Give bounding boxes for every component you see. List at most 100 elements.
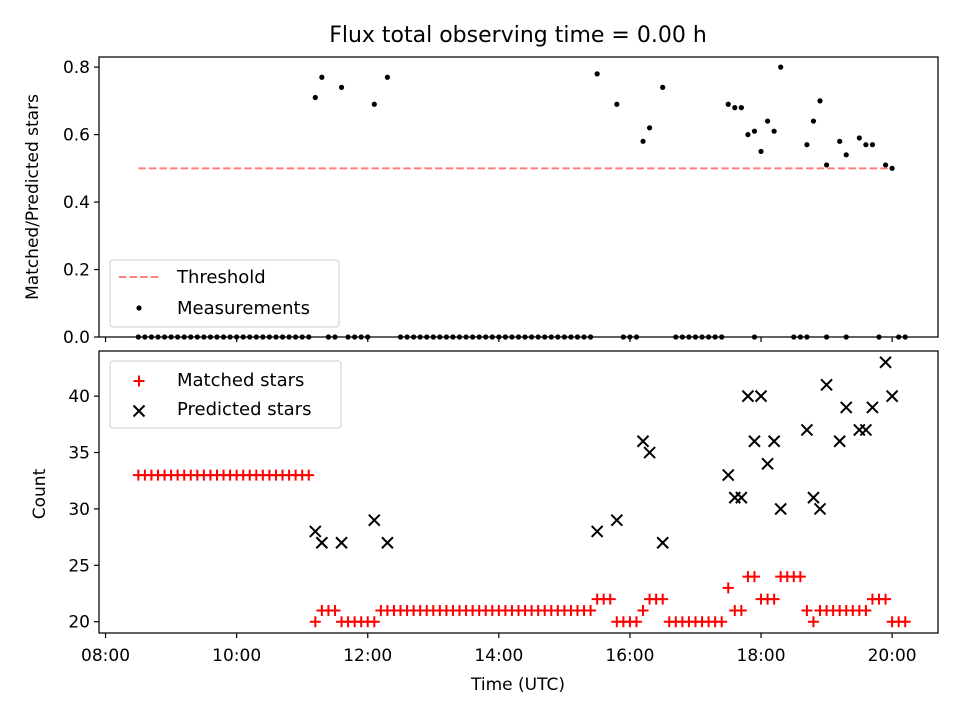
matched-star-marker (880, 593, 892, 605)
matched-star-marker (637, 604, 649, 616)
bottom-y-tick-label: 25 (68, 556, 90, 576)
bottom-y-axis-label: Count (30, 468, 50, 519)
top-y-tick-label: 0.8 (63, 58, 90, 78)
predicted-star-marker (381, 536, 394, 549)
bottom-legend-box (109, 360, 342, 429)
predicted-star-marker (833, 435, 846, 448)
matched-star-marker (716, 616, 728, 628)
bottom-axes-frame (98, 350, 939, 634)
legend-matched-swatch (133, 375, 145, 387)
predicted-star-marker (315, 536, 329, 549)
bottom-x-tick-label: 12:00 (343, 646, 392, 666)
predicted-star-marker (813, 502, 827, 516)
bottom-x-tick-label: 10:00 (212, 646, 261, 666)
matched-star-marker (899, 616, 911, 628)
matched-star-marker (722, 582, 734, 594)
bottom-x-tick-label: 16:00 (605, 646, 654, 666)
measurement-point (384, 74, 391, 80)
matched-star-marker (368, 616, 380, 628)
matched-star-marker (604, 593, 616, 605)
measurement-point (764, 118, 771, 124)
predicted-star-marker (636, 435, 650, 448)
predicted-star-marker (840, 401, 853, 414)
predicted-star-marker (722, 468, 735, 482)
matched-star-marker (735, 604, 747, 616)
measurement-point (312, 94, 318, 101)
measurement-point (823, 162, 830, 168)
measurement-point (338, 84, 345, 90)
measurement-point (889, 165, 895, 171)
predicted-star-marker (859, 423, 873, 437)
predicted-star-marker (643, 446, 656, 459)
bottom-y-axis: 20 25 30 35 40 (68, 387, 99, 633)
top-plot-area (135, 64, 908, 340)
predicted-star-marker (335, 536, 348, 549)
predicted-star-marker (774, 502, 787, 516)
predicted-star-marker (741, 389, 755, 403)
top-y-tick-label: 0.2 (63, 261, 90, 281)
measurement-point (319, 74, 325, 80)
measurement-point (646, 125, 653, 131)
top-legend: Threshold Measurements (109, 259, 340, 328)
matched-star-marker (768, 593, 780, 605)
measurement-point (725, 101, 731, 107)
top-axes-frame (98, 56, 939, 338)
matched-star-marker (801, 604, 813, 616)
matched-star-marker (630, 616, 642, 628)
top-y-tick-label: 0.6 (63, 126, 90, 146)
measurement-point (371, 101, 377, 107)
measurement-point (738, 105, 744, 111)
predicted-star-marker (368, 513, 381, 527)
top-y-axis: 0.0 0.2 0.4 0.6 0.8 (63, 58, 99, 348)
bottom-plot-area (132, 356, 911, 628)
top-panel: 0.00.20.40.60.8 Matched/Predicted stars … (23, 56, 939, 348)
bottom-x-axis: 08:00 10:00 12:00 14:00 16:00 18:00 20:00 (81, 633, 917, 666)
matched-star-marker (309, 616, 321, 628)
matched-star-marker (329, 604, 341, 616)
matched-star-marker (794, 571, 806, 583)
bottom-x-tick-label: 18:00 (737, 646, 786, 666)
predicted-star-marker (610, 513, 624, 527)
bottom-legend: Matched stars Predicted stars (109, 360, 342, 429)
predicted-star-marker (879, 356, 892, 369)
measurement-point (751, 128, 758, 134)
predicted-star-marker (767, 435, 781, 448)
measurement-point (810, 118, 817, 124)
legend-predicted-swatch (132, 404, 146, 418)
x-axis-label: Time (UTC) (470, 675, 565, 695)
measurement-point (856, 135, 862, 141)
bottom-x-tick-label: 20:00 (868, 646, 917, 666)
predicted-star-marker (885, 389, 899, 403)
predicted-star-marker (748, 435, 761, 448)
measurement-point (614, 101, 620, 107)
matched-star-marker (585, 604, 597, 616)
measurement-point (882, 162, 889, 168)
measurement-point (778, 64, 784, 70)
bottom-y-tick-label: 20 (68, 613, 90, 633)
predicted-star-marker (761, 457, 774, 471)
matched-star-marker (748, 571, 760, 583)
measurement-point (843, 152, 849, 158)
predicted-star-marker (800, 423, 814, 437)
bottom-x-tick-label: 14:00 (474, 646, 523, 666)
predicted-star-marker (656, 536, 669, 549)
bottom-y-tick-label: 40 (68, 387, 90, 407)
legend-matched-label: Matched stars (177, 370, 304, 391)
measurement-point (745, 131, 751, 138)
legend-predicted-label: Predicted stars (177, 399, 311, 420)
predicted-star-marker (309, 525, 322, 538)
measurement-point (863, 142, 869, 148)
bottom-y-tick-label: 35 (68, 444, 90, 464)
top-x-tick-marks (104, 337, 893, 342)
chart-title: Flux total observing time = 0.00 h (329, 23, 707, 48)
predicted-star-marker (590, 525, 604, 538)
top-legend-box (109, 259, 340, 328)
legend-measurements-swatch (136, 305, 142, 311)
matched-star-marker (807, 616, 819, 628)
legend-measurements-label: Measurements (177, 298, 310, 319)
top-y-tick-label: 0.0 (63, 328, 90, 348)
predicted-star-marker (754, 389, 768, 403)
measurement-point (771, 128, 777, 134)
predicted-star-marker (735, 491, 748, 504)
measurement-point (732, 105, 738, 111)
